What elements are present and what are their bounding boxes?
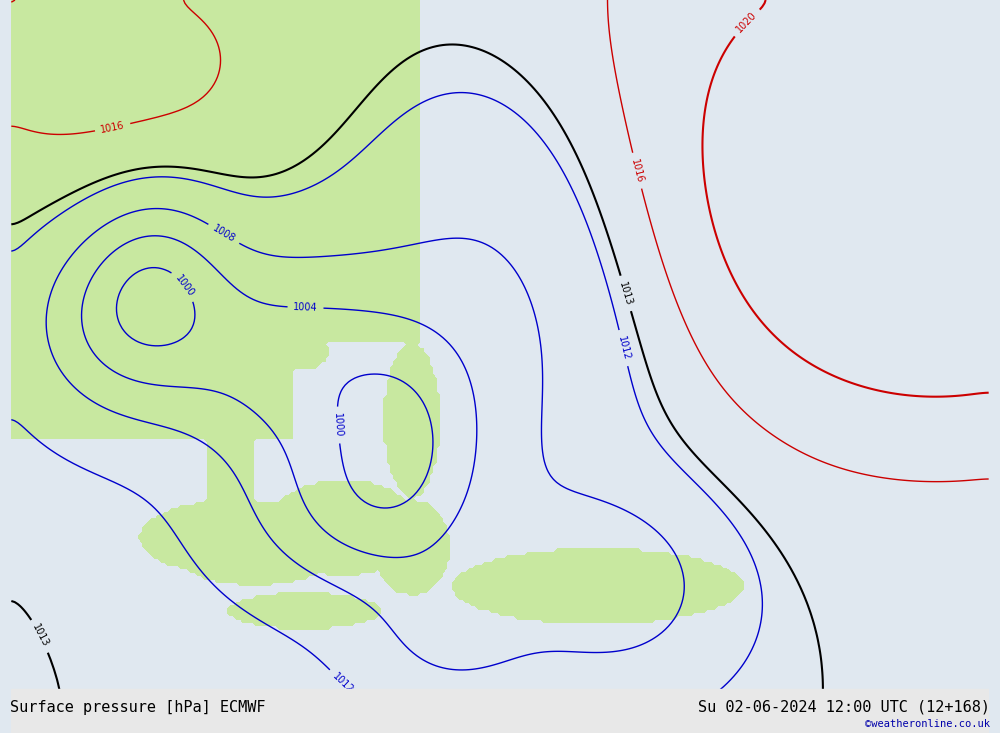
Text: 1013: 1013 [30,623,50,649]
Text: Surface pressure [hPa] ECMWF: Surface pressure [hPa] ECMWF [10,700,266,715]
Text: 1020: 1020 [735,10,759,35]
Text: 1000: 1000 [332,413,344,438]
Text: Su 02-06-2024 12:00 UTC (12+168): Su 02-06-2024 12:00 UTC (12+168) [698,700,990,715]
Text: 1004: 1004 [293,302,318,313]
Text: 1012: 1012 [330,671,355,695]
Text: 1012: 1012 [616,335,631,361]
Text: 1016: 1016 [629,158,645,184]
Text: 1016: 1016 [100,120,126,135]
Text: 1013: 1013 [618,280,634,306]
Text: ©weatheronline.co.uk: ©weatheronline.co.uk [865,719,990,729]
Text: 1008: 1008 [211,224,237,244]
Bar [11,689,989,733]
Text: 1000: 1000 [173,273,196,298]
